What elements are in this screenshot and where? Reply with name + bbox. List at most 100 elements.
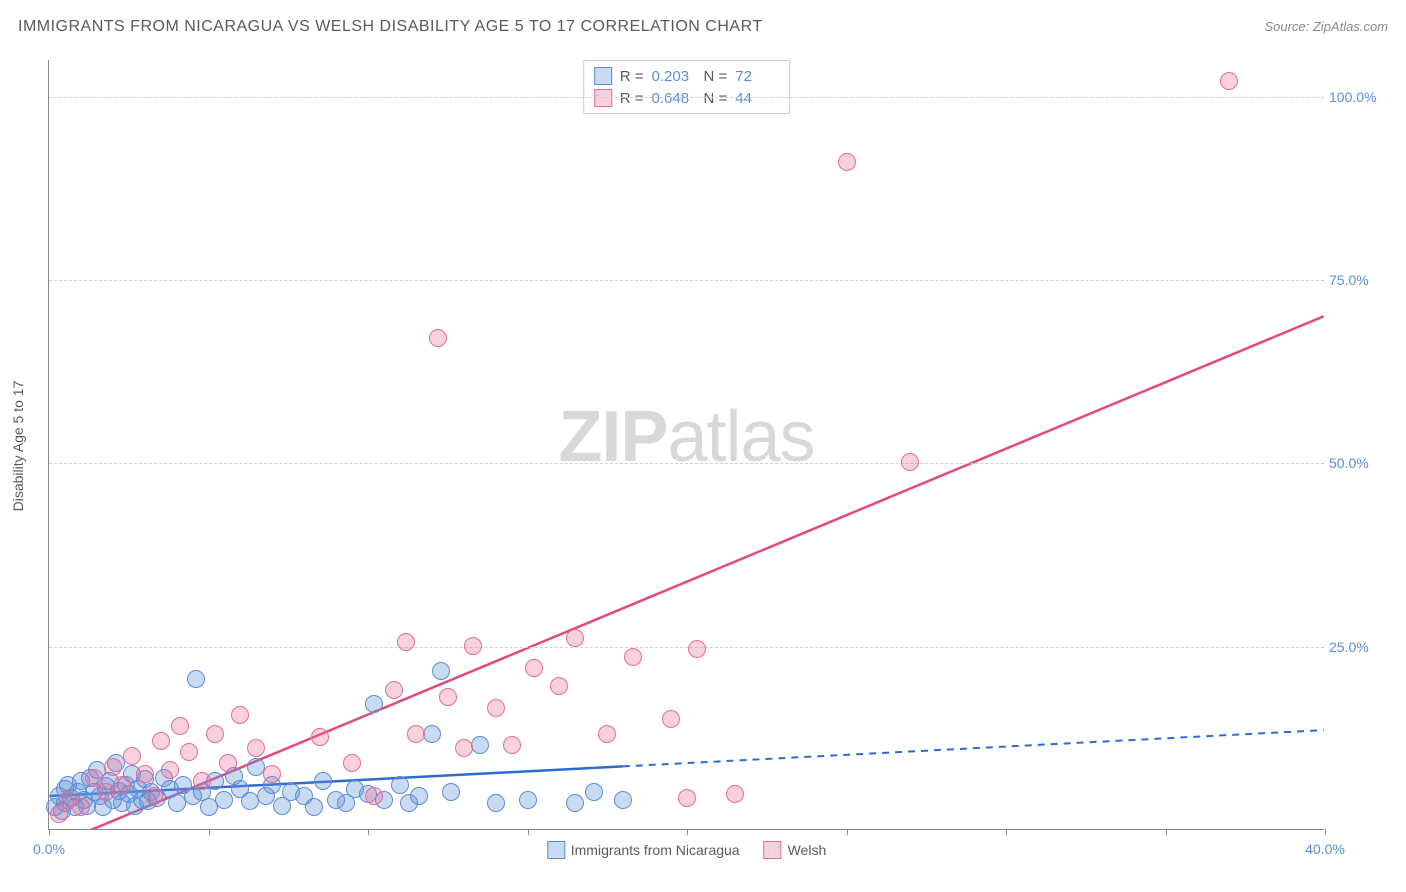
welsh-point [550,677,568,695]
grid-line [49,647,1324,648]
welsh-point [429,329,447,347]
x-tick [528,829,529,835]
stats-row-welsh: R = 0.648 N = 44 [594,87,780,109]
welsh-point [678,789,696,807]
y-tick-label: 50.0% [1329,455,1384,471]
grid-line [49,97,1324,98]
legend-item-nicaragua: Immigrants from Nicaragua [547,841,740,859]
welsh-point [85,769,103,787]
welsh-point [136,765,154,783]
nicaragua-swatch [594,67,612,85]
welsh-point [113,776,131,794]
welsh-point [901,453,919,471]
welsh-point [161,761,179,779]
x-tick [1166,829,1167,835]
welsh-point [525,659,543,677]
n-value: 72 [735,68,779,85]
welsh-point [171,717,189,735]
stats-legend: R = 0.203 N = 72 R = 0.648 N = 44 [583,60,791,114]
welsh-point [407,725,425,743]
x-tick [847,829,848,835]
nicaragua-regression-line-extrapolated [623,730,1324,766]
n-label: N = [704,90,728,107]
welsh-point [72,798,90,816]
welsh-swatch [764,841,782,859]
welsh-point [464,637,482,655]
welsh-point [838,153,856,171]
legend-item-welsh: Welsh [764,841,827,859]
nicaragua-point [423,725,441,743]
welsh-point [624,648,642,666]
welsh-point [152,732,170,750]
nicaragua-point [305,798,323,816]
nicaragua-point [442,783,460,801]
welsh-regression-line [49,316,1323,829]
welsh-point [123,747,141,765]
r-value: 0.648 [652,90,696,107]
welsh-point [503,736,521,754]
r-value: 0.203 [652,68,696,85]
plot-area: ZIPatlas R =0.203N =72R =0.648N =44 Immi… [48,60,1324,830]
series-legend: Immigrants from Nicaragua Welsh [547,841,826,859]
welsh-point [385,681,403,699]
nicaragua-point [187,670,205,688]
welsh-point [311,728,329,746]
n-value: 44 [735,90,779,107]
welsh-swatch [594,89,612,107]
welsh-point [206,725,224,743]
nicaragua-swatch [547,841,565,859]
welsh-point [180,743,198,761]
welsh-point [219,754,237,772]
r-label: R = [620,68,644,85]
welsh-point [688,640,706,658]
welsh-point [1220,72,1238,90]
y-tick-label: 100.0% [1329,89,1384,105]
chart-title: IMMIGRANTS FROM NICARAGUA VS WELSH DISAB… [18,18,763,36]
welsh-point [455,739,473,757]
welsh-point [365,787,383,805]
r-label: R = [620,90,644,107]
x-tick [1325,829,1326,835]
welsh-point [193,772,211,790]
nicaragua-point [410,787,428,805]
nicaragua-point [365,695,383,713]
y-axis-label: Disability Age 5 to 17 [10,381,26,512]
nicaragua-point [314,772,332,790]
x-tick [1006,829,1007,835]
welsh-point [439,688,457,706]
n-label: N = [704,68,728,85]
nicaragua-point [487,794,505,812]
welsh-point [397,633,415,651]
welsh-point [231,706,249,724]
watermark: ZIPatlas [558,395,814,477]
welsh-point [487,699,505,717]
x-tick-label: 0.0% [33,841,65,857]
welsh-point [662,710,680,728]
nicaragua-point [471,736,489,754]
welsh-point [726,785,744,803]
nicaragua-point [391,776,409,794]
welsh-point [566,629,584,647]
grid-line [49,280,1324,281]
y-tick-label: 25.0% [1329,639,1384,655]
nicaragua-point [215,791,233,809]
welsh-point [145,787,163,805]
nicaragua-point [432,662,450,680]
welsh-point [263,765,281,783]
grid-line [49,463,1324,464]
stats-row-nicaragua: R = 0.203 N = 72 [594,65,780,87]
nicaragua-point [585,783,603,801]
welsh-point [247,739,265,757]
welsh-point [343,754,361,772]
x-tick [209,829,210,835]
legend-label: Welsh [788,842,827,858]
welsh-point [104,758,122,776]
source-attribution: Source: ZipAtlas.com [1264,19,1388,34]
nicaragua-point [566,794,584,812]
x-tick [49,829,50,835]
y-tick-label: 75.0% [1329,272,1384,288]
x-tick [687,829,688,835]
legend-label: Immigrants from Nicaragua [571,842,740,858]
welsh-point [598,725,616,743]
x-tick-label: 40.0% [1305,841,1345,857]
